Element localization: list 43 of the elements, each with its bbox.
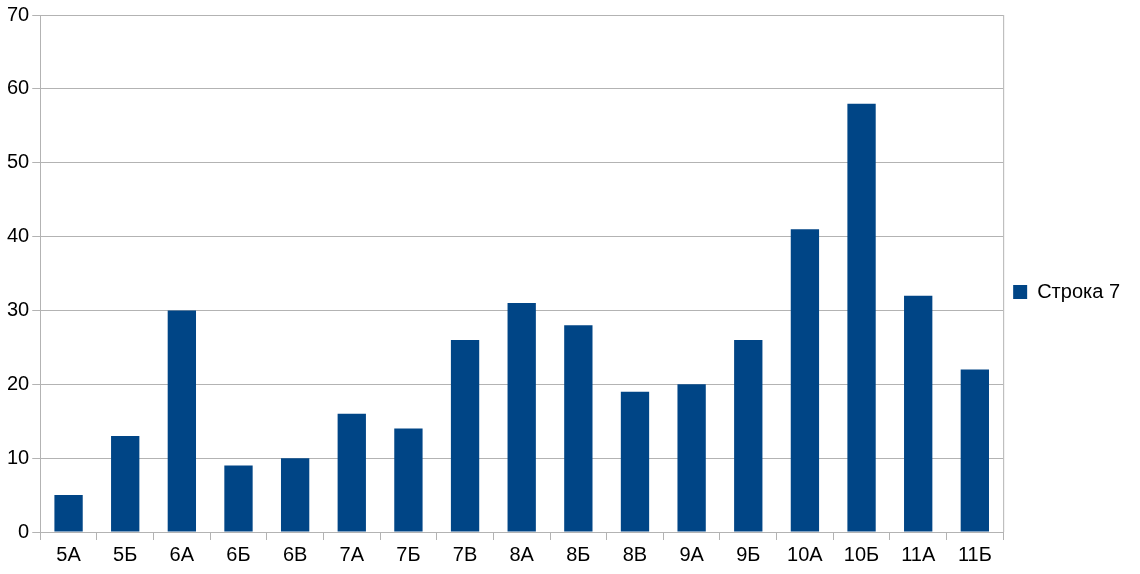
x-tick-label: 5А — [56, 542, 82, 565]
y-tick-label: 50 — [7, 150, 30, 173]
x-tick-label: 10Б — [843, 542, 880, 565]
bar — [167, 310, 197, 532]
y-tick-label: 30 — [7, 297, 30, 320]
x-tick-label: 7А — [339, 542, 365, 565]
x-tick-label: 8А — [509, 542, 535, 565]
bar — [337, 413, 366, 532]
bar — [564, 325, 593, 532]
x-tick-label: 9А — [679, 542, 705, 565]
y-tick-label: 60 — [7, 76, 30, 99]
bar — [847, 103, 876, 532]
bar — [224, 465, 253, 532]
x-tick-label: 8Б — [566, 542, 591, 565]
x-tick-label: 8В — [622, 542, 648, 565]
x-tick-label: 6Б — [226, 542, 251, 565]
x-tick-label: 7Б — [396, 542, 421, 565]
x-tick-label: 10А — [787, 542, 824, 565]
y-tick-label: 70 — [7, 2, 30, 25]
y-tick-label: 40 — [7, 224, 30, 247]
bar — [620, 391, 650, 532]
x-tick-label: 11Б — [957, 542, 992, 565]
bar — [507, 303, 536, 532]
x-tick-label: 5Б — [113, 542, 138, 565]
x-tick-label: 9Б — [736, 542, 761, 565]
bar — [904, 295, 933, 532]
y-tick-label: 0 — [18, 519, 30, 542]
x-tick-label: 6В — [282, 542, 308, 565]
bar — [54, 495, 83, 532]
x-tick-label: 7В — [452, 542, 478, 565]
bar — [734, 339, 763, 532]
y-tick-label: 10 — [7, 445, 30, 468]
x-tick-label: 11А — [901, 542, 936, 565]
y-tick-label: 20 — [7, 371, 30, 394]
bar — [111, 435, 140, 532]
bar — [960, 369, 989, 532]
bar — [677, 384, 706, 532]
bar — [450, 339, 480, 532]
bar — [790, 229, 820, 532]
legend-label: Строка 7 — [1037, 279, 1120, 302]
x-tick-label: 6А — [169, 542, 195, 565]
bar — [394, 428, 423, 532]
bar — [280, 458, 310, 532]
